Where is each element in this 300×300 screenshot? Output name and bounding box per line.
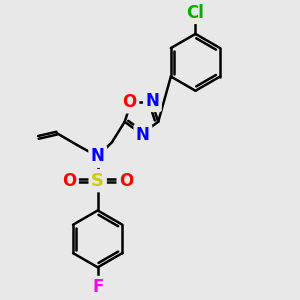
Text: N: N [146,92,159,110]
Text: N: N [136,126,150,144]
Text: O: O [119,172,133,190]
Text: O: O [123,93,137,111]
Text: Cl: Cl [187,4,204,22]
Text: O: O [62,172,76,190]
Text: N: N [91,148,105,166]
Text: F: F [92,278,103,296]
Text: S: S [91,172,104,190]
